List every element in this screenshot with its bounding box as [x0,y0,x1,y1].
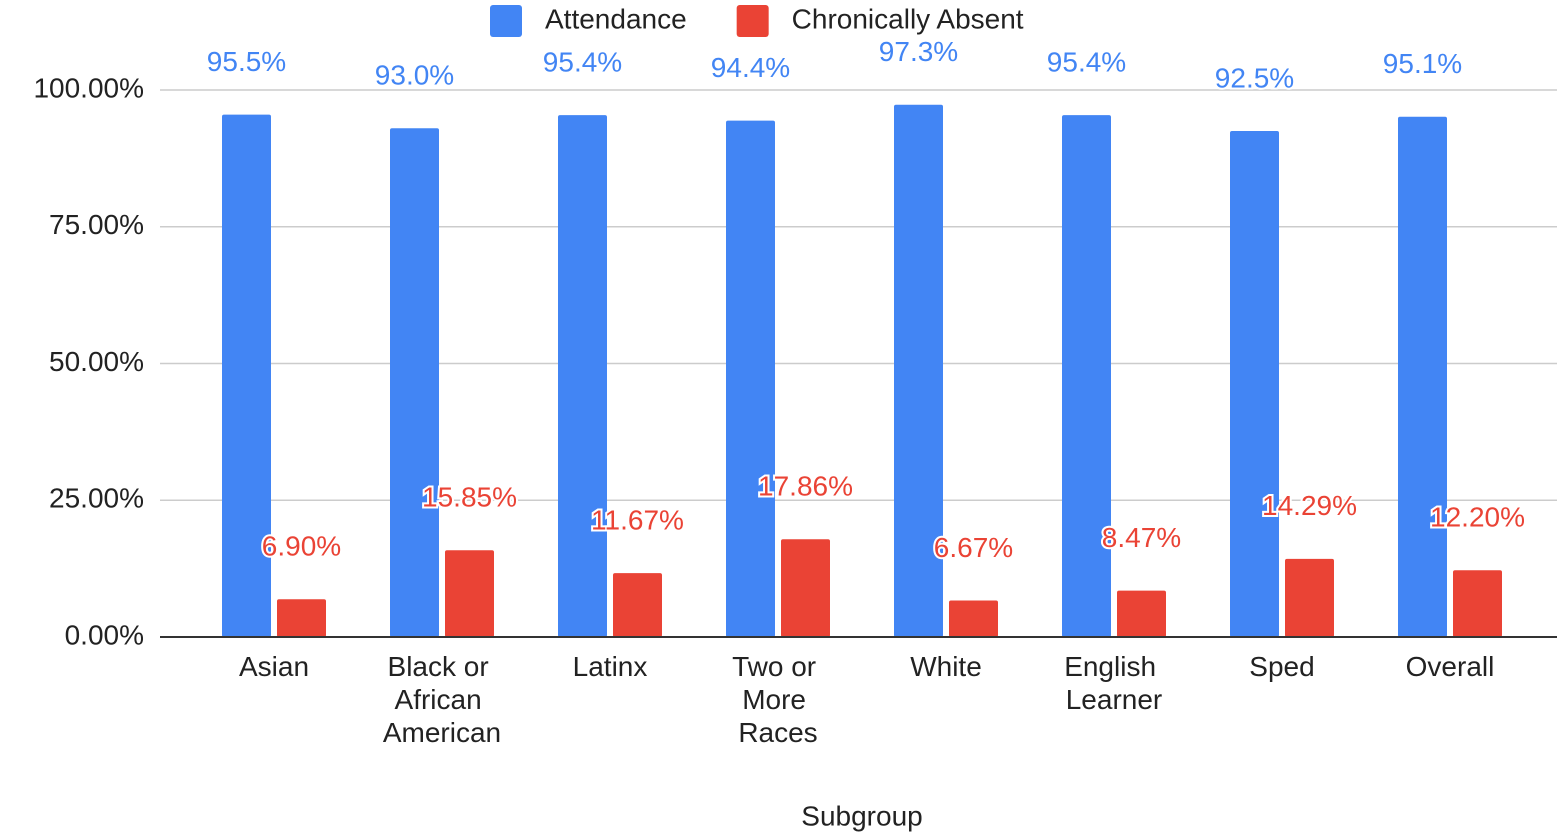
value-label: 93.0% [375,60,454,91]
legend-label: Chronically Absent [792,3,1024,34]
bar [558,115,607,638]
bar [390,128,439,638]
value-label: 8.47% [1102,522,1181,553]
x-tick-label: Overall [1406,651,1495,682]
x-tick-label: Asian [239,651,309,682]
value-label: 95.1% [1383,48,1462,79]
value-label: 92.5% [1215,62,1294,93]
y-tick-label: 50.00% [49,346,144,377]
x-tick-label: English Learner [1064,651,1164,715]
x-tick-label: Sped [1249,651,1314,682]
x-tick-label: White [910,651,982,682]
value-label: 14.29% [1262,490,1357,521]
bar [1453,570,1502,637]
value-label: 17.86% [758,471,853,502]
bar [1062,115,1111,638]
bar [445,550,494,637]
bar [1117,590,1166,637]
value-label: 95.5% [207,46,286,77]
x-tick-label: Two or More Races [732,651,824,748]
value-label: 6.67% [934,532,1013,563]
value-label: 12.20% [1430,502,1525,533]
bar [277,599,326,637]
legend-swatch [490,5,522,37]
y-tick-label: 0.00% [65,619,144,650]
legend-label: Attendance [545,3,687,34]
bar [1398,116,1447,638]
bar [1285,558,1334,637]
bar [222,114,271,638]
x-tick-label: Latinx [573,651,648,682]
y-tick-label: 75.00% [49,209,144,240]
bar [613,573,662,637]
bar [949,600,998,637]
y-tick-label: 100.00% [33,72,144,103]
bar [726,120,775,637]
value-label: 15.85% [422,482,517,513]
value-label: 95.4% [1047,47,1126,78]
legend-swatch [736,5,769,37]
value-label: 6.90% [262,531,341,562]
x-tick-label: Black or African American [383,651,501,748]
bar [1230,131,1279,637]
x-axis-title: Subgroup [801,800,922,831]
value-label: 97.3% [879,36,958,67]
bar [894,104,943,638]
value-label: 95.4% [543,47,622,78]
y-tick-label: 25.00% [49,483,144,514]
value-label: 11.67% [591,505,684,536]
value-label: 94.4% [711,52,790,83]
bar [781,539,830,637]
